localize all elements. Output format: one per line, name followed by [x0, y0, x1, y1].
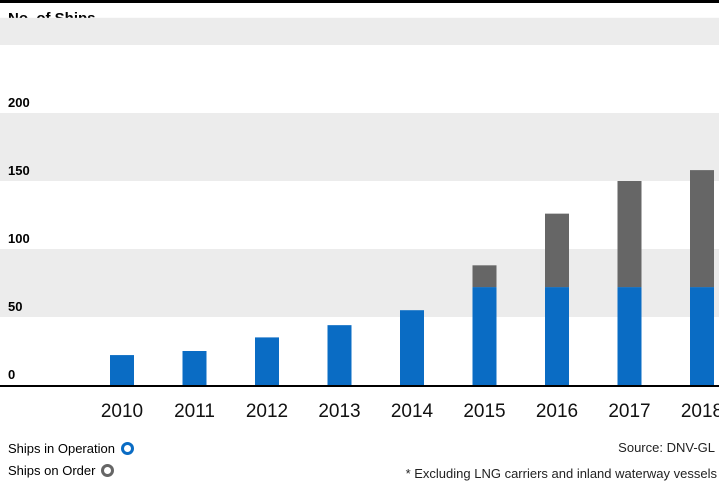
legend-item-order: Ships on Order	[8, 463, 115, 478]
bar-operation-2018	[690, 287, 714, 385]
legend-label-order: Ships on Order	[8, 463, 96, 478]
x-tick-label: 2017	[608, 401, 650, 422]
bar-operation-2015	[472, 287, 497, 385]
bar-operation-2012	[255, 337, 279, 385]
order-ring-icon	[101, 464, 115, 477]
y-tick-label: 0	[8, 367, 15, 382]
footnote: * Excluding LNG carriers and inland wate…	[405, 466, 717, 481]
y-tick-label: 100	[8, 231, 30, 246]
band-0	[0, 317, 719, 385]
y-tick-label: 150	[8, 163, 30, 178]
top-rule	[0, 0, 719, 3]
bar-order-2015	[472, 265, 497, 288]
x-tick-label: 2014	[391, 401, 434, 422]
bar-operation-2017	[617, 287, 642, 385]
bar-operation-2010	[110, 355, 134, 385]
x-tick-label: 2016	[536, 401, 578, 422]
band-2	[0, 181, 719, 249]
band-3	[0, 113, 719, 181]
band-1	[0, 249, 719, 317]
bar-operation-2013	[327, 325, 352, 385]
bar-operation-2011	[182, 351, 207, 385]
x-tick-label: 2012	[246, 401, 288, 422]
bar-order-2016	[545, 213, 569, 288]
bar-operation-2016	[545, 287, 569, 385]
source-note: Source: DNV-GL	[618, 440, 715, 455]
legend-label-operation: Ships in Operation	[8, 441, 115, 456]
bar-order-2017	[617, 181, 642, 288]
y-tick-label: 200	[8, 95, 30, 110]
x-tick-label: 2018	[681, 401, 719, 422]
x-tick-label: 2013	[318, 401, 360, 422]
bar-operation-2014	[400, 310, 424, 385]
band-4	[0, 45, 719, 113]
y-tick-label: 50	[8, 299, 22, 314]
legend-item-operation: Ships in Operation	[8, 441, 134, 456]
operation-ring-icon	[120, 442, 134, 455]
x-tick-label: 2015	[463, 401, 505, 422]
bar-order-2018	[690, 170, 714, 288]
x-tick-label: 2011	[174, 401, 215, 422]
x-axis-baseline	[0, 385, 719, 387]
x-tick-label: 2010	[101, 401, 143, 422]
band-5	[0, 17, 719, 45]
